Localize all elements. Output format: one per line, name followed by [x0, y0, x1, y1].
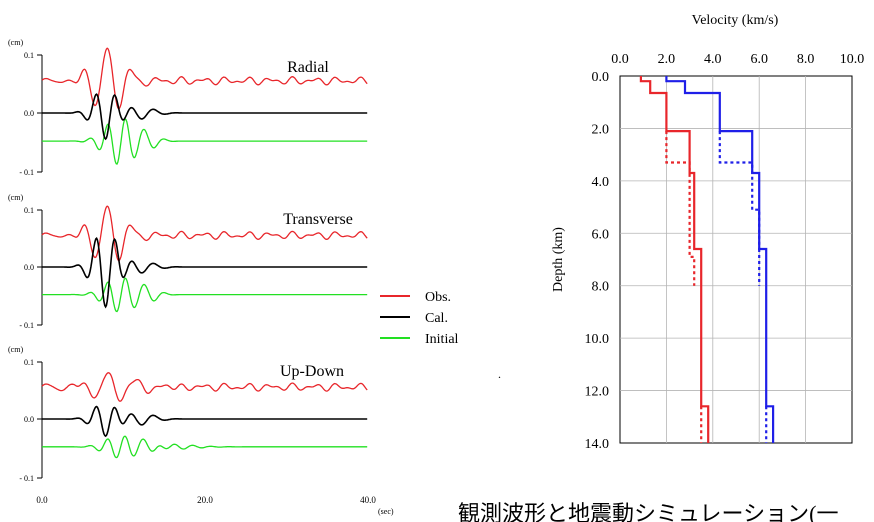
- y-unit-label: (cm): [8, 38, 23, 47]
- y-tick-label: 0.1: [24, 51, 34, 60]
- legend-label: Cal.: [425, 311, 448, 326]
- waveform-obs-line: [41, 47, 368, 110]
- waveform-obs-line: [41, 205, 368, 262]
- y-unit-label: (cm): [8, 193, 23, 202]
- y-tick-label: 0.1: [24, 206, 34, 215]
- y-tick-label: 14.0: [585, 437, 610, 452]
- x-tick-label: 4.0: [704, 52, 722, 67]
- velocity-profile-p-solid-line: [665, 76, 775, 443]
- x-unit-label: (sec): [378, 507, 394, 516]
- y-tick-label: 0.0: [24, 109, 34, 118]
- waveform-initial-line: [42, 277, 368, 313]
- x-tick-label: 0.0: [611, 52, 629, 67]
- y-tick-label: 8.0: [592, 280, 610, 295]
- figure-caption: 観測波形と地震動シミュレーション(一: [458, 501, 838, 522]
- y-axis-label: Depth (km): [551, 227, 566, 292]
- panel-title: Up-Down: [280, 363, 344, 380]
- y-tick-label: 2.0: [592, 122, 610, 137]
- y-tick-label: - 0.1: [19, 474, 34, 483]
- velocity-depth-chart: 0.0 2.0 4.0 6.0 8.0 10.0 0.0 2.0 4.0 6.0 8.0 10.0 12…: [551, 13, 864, 452]
- waveform-chart: 0.1 0.0 - 0.1 (cm) Radial 0.1 0.0 - 0.1 (cm) Tran…: [8, 38, 394, 516]
- y-tick-label: 0.0: [24, 415, 34, 424]
- y-unit-label: (cm): [8, 345, 23, 354]
- waveform-initial-line: [42, 435, 368, 459]
- legend-label: Obs.: [425, 290, 451, 305]
- plot-frame: [619, 75, 853, 444]
- velocity-profile-s-solid-line: [639, 76, 710, 443]
- stray-dot: .: [498, 367, 501, 381]
- y-tick-label: 6.0: [592, 227, 610, 242]
- y-tick-label: 0.0: [24, 263, 34, 272]
- x-tick-label: 0.0: [36, 495, 48, 505]
- legend-label: Initial: [425, 332, 459, 347]
- waveform-panel-up-down: 0.1 0.0 - 0.1 (cm) Up-Down: [8, 345, 368, 483]
- waveform-x-axis: 0.0 20.0 40.0(sec): [36, 495, 394, 516]
- waveform-panel-transverse: 0.1 0.0 - 0.1 (cm) Transverse: [8, 193, 368, 330]
- x-tick-label: 8.0: [797, 52, 815, 67]
- waveform-obs-line: [41, 372, 368, 402]
- y-tick-label: 0.0: [592, 70, 610, 85]
- y-tick-label: 4.0: [592, 175, 610, 190]
- x-tick-label: 20.0: [197, 495, 213, 505]
- waveform-initial-line: [42, 118, 368, 165]
- waveform-legend: Obs. Cal. Initial: [380, 290, 459, 347]
- x-axis-label: Velocity (km/s): [692, 13, 779, 28]
- x-tick-label: 2.0: [658, 52, 676, 67]
- y-tick-label: 10.0: [585, 332, 610, 347]
- velocity-profile-s-dotted-line: [665, 131, 696, 286]
- panel-title: Transverse: [283, 211, 353, 228]
- waveform-cal-line: [42, 93, 368, 141]
- x-tick-label: 6.0: [750, 52, 768, 67]
- y-tick-label: - 0.1: [19, 321, 34, 330]
- x-tick-label: 40.0: [360, 495, 376, 505]
- waveform-cal-line: [42, 237, 368, 309]
- y-tick-label: 0.1: [24, 358, 34, 367]
- waveform-panel-radial: 0.1 0.0 - 0.1 (cm) Radial: [8, 38, 368, 177]
- velocity-profile-p-dotted-line: [718, 131, 761, 249]
- panel-title: Radial: [287, 59, 329, 76]
- x-tick-label: 10.0: [840, 52, 865, 67]
- y-tick-label: - 0.1: [19, 168, 34, 177]
- waveform-cal-line: [42, 405, 368, 438]
- y-tick-label: 12.0: [585, 385, 610, 400]
